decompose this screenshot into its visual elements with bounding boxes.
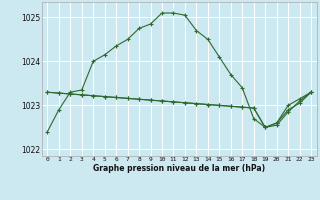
- X-axis label: Graphe pression niveau de la mer (hPa): Graphe pression niveau de la mer (hPa): [93, 164, 265, 173]
